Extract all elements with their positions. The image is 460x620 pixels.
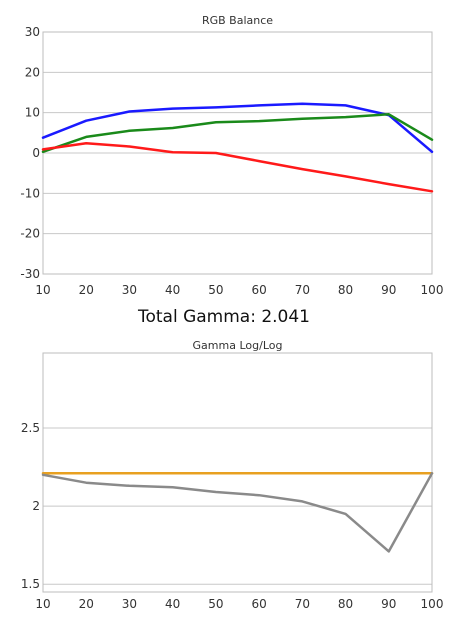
rgb-x-tick-label: 40 <box>165 283 180 297</box>
gamma-x-tick-label: 60 <box>251 597 266 611</box>
gamma-x-tick-label: 70 <box>295 597 310 611</box>
gamma-series-line-2 <box>41 472 434 553</box>
gamma-y-tick-label: 2 <box>32 499 40 513</box>
rgb-balance-chart: -30 -20 -10 0 10 20 30 10 20 30 40 50 60 70 80 90 100 RGB… <box>20 14 443 297</box>
rgb-series-line-2 <box>41 113 434 154</box>
rgb-x-tick-label: 20 <box>79 283 94 297</box>
rgb-y-tick-label: 30 <box>25 25 40 39</box>
rgb-x-tick-label: 50 <box>208 283 223 297</box>
gamma-x-tick-label: 90 <box>381 597 396 611</box>
gamma-x-tick-label: 80 <box>338 597 353 611</box>
rgb-y-tick-label: 20 <box>25 65 40 79</box>
rgb-y-tick-label: -20 <box>20 227 40 241</box>
gamma-y-tick-label: 1.5 <box>21 577 40 591</box>
total-gamma-label: Total Gamma: 2.041 <box>137 307 310 327</box>
rgb-x-tick-label: 80 <box>338 283 353 297</box>
rgb-y-tick-label: -30 <box>20 267 40 281</box>
rgb-x-tick-label: 60 <box>251 283 266 297</box>
rgb-x-tick-label: 100 <box>421 283 444 297</box>
rgb-y-tick-label: 0 <box>32 146 40 160</box>
rgb-series-line-1 <box>41 102 434 154</box>
gamma-x-tick-label: 100 <box>421 597 444 611</box>
gamma-x-tick-label: 30 <box>122 597 137 611</box>
rgb-y-tick-label: 10 <box>25 106 40 120</box>
gamma-log-chart: 1.5 2 2.5 10 20 30 40 50 60 70 80 90 100 Gamma Log/Lo… <box>21 339 444 611</box>
rgb-x-tick-label: 10 <box>35 283 50 297</box>
rgb-x-tick-label: 70 <box>295 283 310 297</box>
rgb-x-tick-label: 30 <box>122 283 137 297</box>
rgb-chart-title: RGB Balance <box>202 14 273 27</box>
gamma-x-tick-label: 10 <box>35 597 50 611</box>
gamma-chart-title: Gamma Log/Log <box>193 339 283 352</box>
rgb-x-tick-label: 90 <box>381 283 396 297</box>
gamma-x-tick-label: 50 <box>208 597 223 611</box>
rgb-series-line-3 <box>41 142 434 193</box>
gamma-x-tick-label: 20 <box>79 597 94 611</box>
gamma-y-tick-label: 2.5 <box>21 421 40 435</box>
rgb-y-tick-label: -10 <box>20 186 40 200</box>
gamma-x-tick-label: 40 <box>165 597 180 611</box>
